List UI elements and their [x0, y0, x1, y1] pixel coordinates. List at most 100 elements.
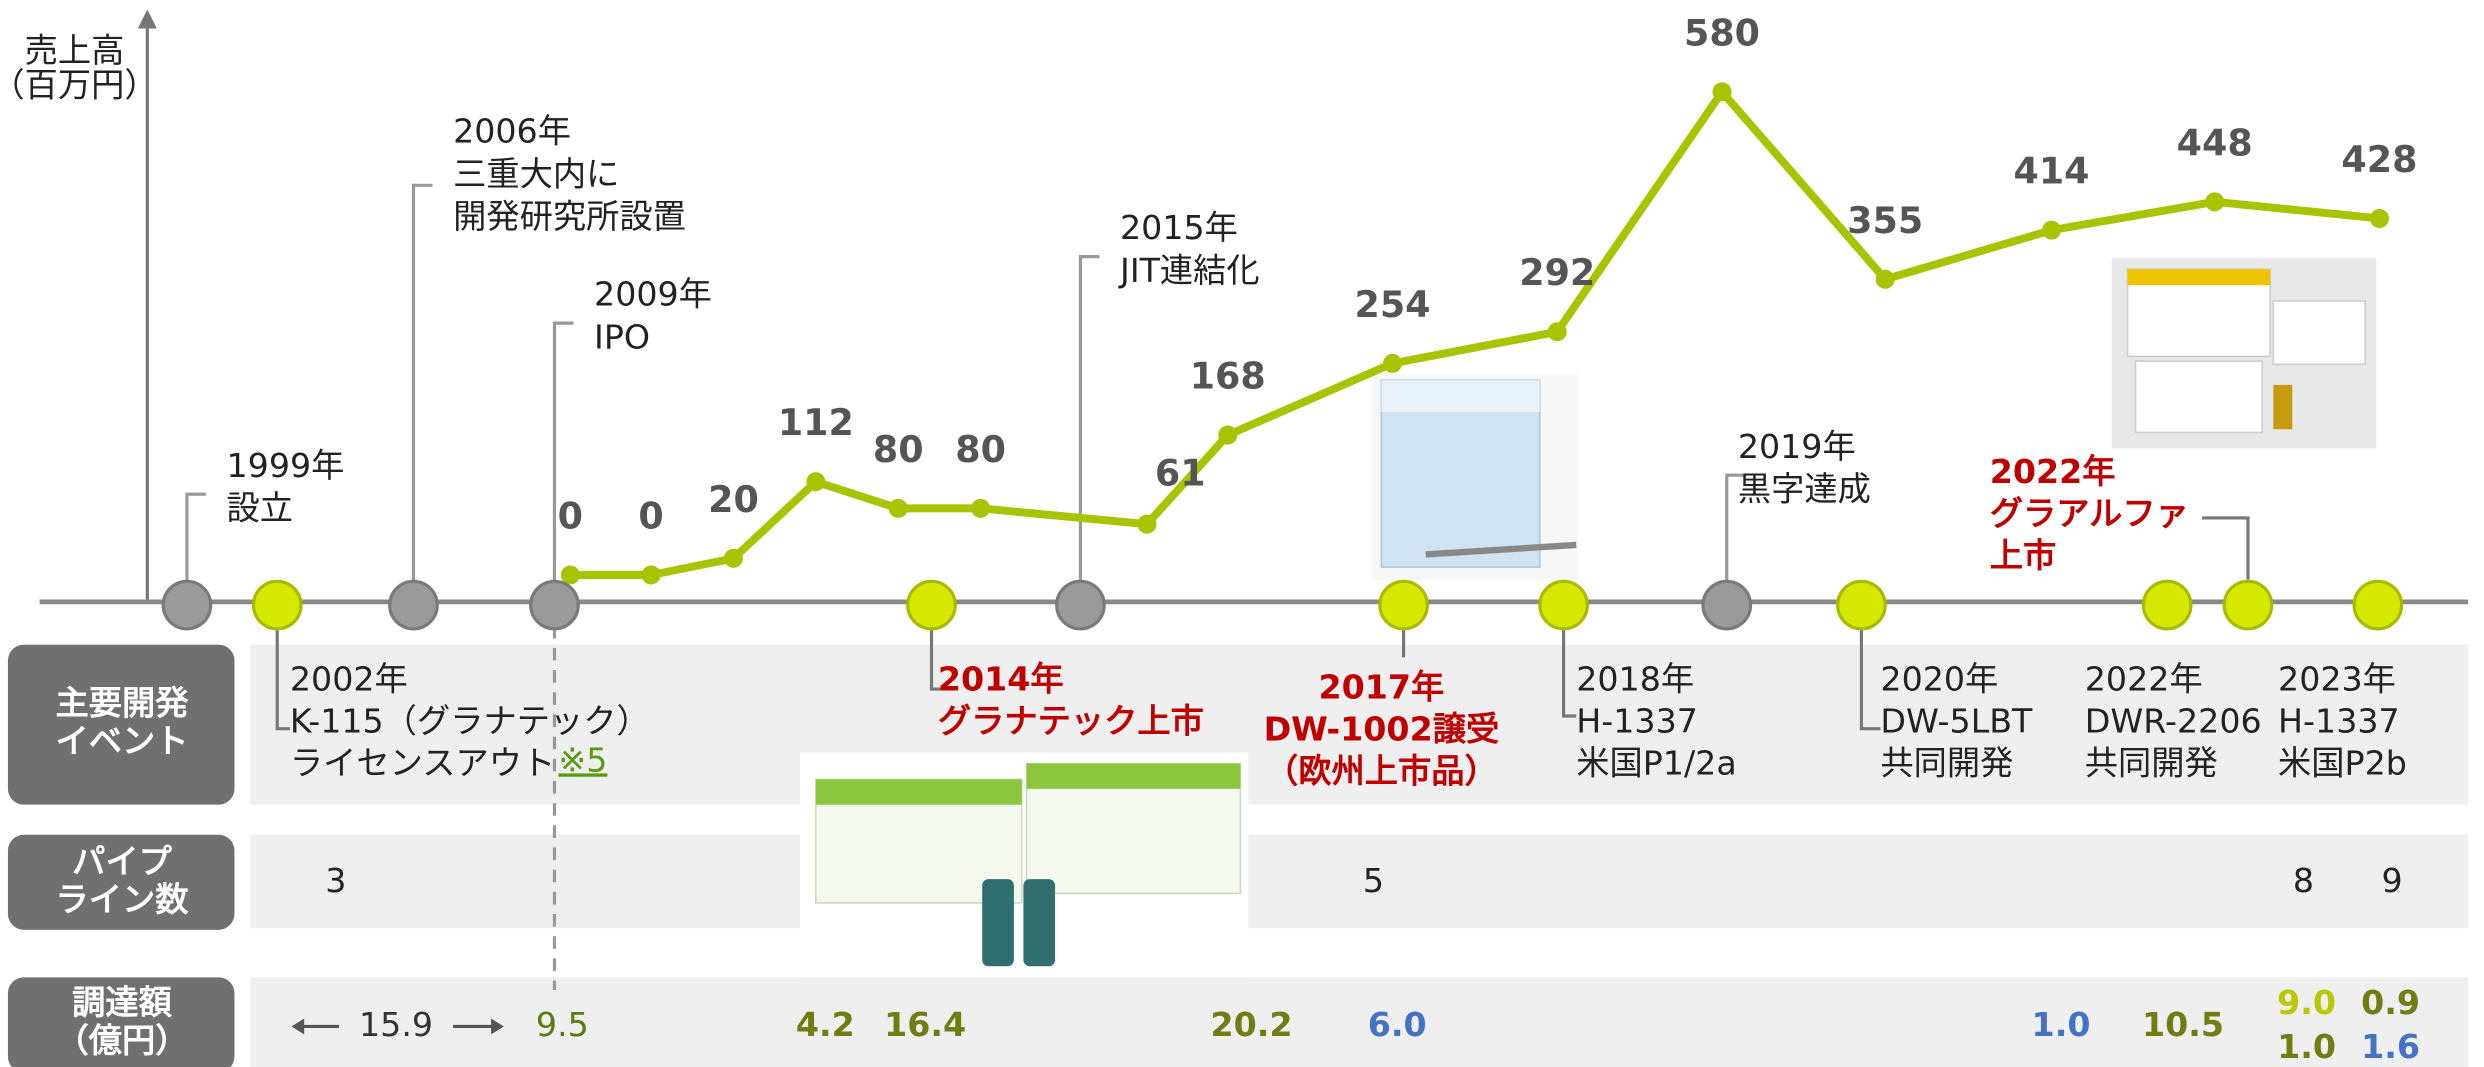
funding-amount: 1.0 — [2277, 1027, 2336, 1066]
footnote-ref: ※5 — [558, 740, 607, 779]
funding-amount: 9.0 — [2277, 983, 2336, 1022]
event-label: グラアルファ — [1990, 494, 2189, 533]
event-node — [1378, 579, 1429, 631]
row-header: イベント — [55, 721, 188, 760]
funding-amount: 0.9 — [2361, 983, 2420, 1022]
event-node — [2222, 579, 2274, 631]
pipeline-count: 3 — [325, 861, 346, 900]
event-connector — [929, 625, 942, 691]
event-connector — [2202, 516, 2250, 580]
milestone-connector — [185, 492, 206, 602]
value-label: 428 — [2341, 138, 2417, 181]
event-node — [1836, 579, 1887, 631]
milestone-label: 1999年 — [227, 446, 345, 485]
value-label: 355 — [1847, 199, 1923, 242]
row-band — [250, 644, 2469, 805]
event-label: 米国P2b — [2278, 744, 2407, 783]
event-label: グラナテック上市 — [938, 702, 1204, 741]
event-connector — [1859, 625, 1881, 731]
event-node — [2141, 579, 2193, 631]
row-band — [250, 977, 2469, 1067]
milestone-connector — [552, 321, 574, 602]
event-label: 2014年 — [938, 660, 1064, 699]
funding-amount: 10.5 — [2142, 1005, 2224, 1044]
milestone-label: 2009年 — [594, 275, 712, 314]
milestone-label: JIT連結化 — [1118, 251, 1260, 290]
event-label: H-1337 — [2278, 702, 2400, 741]
pipeline-count: 5 — [1363, 861, 1384, 900]
value-label: 292 — [1519, 251, 1595, 294]
product-photo — [2111, 258, 2377, 449]
data-point — [2369, 208, 2389, 228]
milestone-node — [529, 579, 580, 631]
funding-amount: 20.2 — [1210, 1005, 1292, 1044]
y-axis-label: 売上高 — [25, 31, 125, 70]
data-point — [560, 565, 580, 585]
milestone-label: 2019年 — [1738, 427, 1856, 466]
data-point — [1875, 269, 1895, 289]
row-header: （億円） — [55, 1021, 188, 1060]
milestone-connector — [1725, 473, 1746, 602]
value-label: 0 — [638, 494, 663, 537]
value-label: 580 — [1684, 11, 1760, 54]
data-point — [641, 565, 661, 585]
funding-amount: 9.5 — [536, 1005, 589, 1044]
value-label: 448 — [2177, 121, 2253, 164]
event-label: 2022年 — [2085, 660, 2203, 699]
event-label: DW-5LBT — [1880, 702, 2033, 741]
data-point — [888, 498, 908, 518]
data-point — [723, 548, 743, 568]
product-photo — [800, 752, 1249, 978]
event-node — [906, 579, 957, 631]
value-label: 61 — [1155, 452, 1206, 495]
event-node — [1538, 579, 1589, 631]
span-arrow-head — [291, 1018, 305, 1035]
event-label: DWR-2206 — [2085, 702, 2262, 741]
data-point — [1547, 322, 1567, 342]
milestone-connector — [411, 183, 433, 602]
funding-amount: 1.6 — [2361, 1027, 2420, 1066]
event-label: 共同開発 — [2085, 744, 2218, 783]
milestone-node — [388, 579, 439, 631]
data-point — [1382, 353, 1403, 373]
data-point — [2205, 192, 2225, 212]
milestone-node — [1701, 579, 1753, 631]
event-label: ライセンスアウト — [290, 744, 555, 783]
milestone-label: 黒字達成 — [1738, 470, 1871, 509]
event-label: 米国P1/2a — [1576, 744, 1736, 783]
value-label: 168 — [1190, 355, 1266, 398]
row-header-box — [7, 834, 235, 930]
event-node — [2352, 579, 2404, 631]
value-label: 0 — [558, 494, 583, 537]
event-label: （欧州上市品） — [1265, 752, 1498, 791]
value-label: 80 — [955, 428, 1006, 471]
data-point — [1137, 514, 1157, 534]
span-arrow-head — [491, 1018, 504, 1035]
data-point — [2042, 220, 2062, 240]
value-label: 80 — [873, 428, 924, 471]
event-label: 2023年 — [2278, 660, 2396, 699]
milestone-label: IPO — [594, 317, 650, 356]
row-header: 調達額 — [72, 983, 173, 1022]
event-label: K-115（グラナテック） — [290, 702, 650, 741]
row-header: ライン数 — [55, 880, 189, 919]
row-header: 主要開発 — [55, 683, 189, 722]
event-label: 2022年 — [1990, 452, 2116, 491]
event-connector — [275, 625, 290, 731]
pipeline-count: 9 — [2382, 861, 2403, 900]
value-label: 112 — [778, 401, 854, 444]
data-point — [1218, 425, 1238, 445]
funding-amount: 1.0 — [2032, 1005, 2091, 1044]
milestone-label: 2006年 — [453, 112, 571, 151]
value-label: 414 — [2014, 150, 2090, 193]
product-photo — [1371, 373, 1578, 580]
row-header: パイプ — [72, 842, 173, 881]
milestone-label: 三重大内に — [453, 154, 619, 193]
data-point — [971, 498, 991, 518]
milestone-label: 設立 — [227, 489, 294, 528]
data-point — [1712, 82, 1732, 102]
event-label: H-1337 — [1576, 702, 1698, 741]
funding-amount: 4.2 — [796, 1005, 855, 1044]
event-label: 2017年 — [1319, 668, 1445, 707]
